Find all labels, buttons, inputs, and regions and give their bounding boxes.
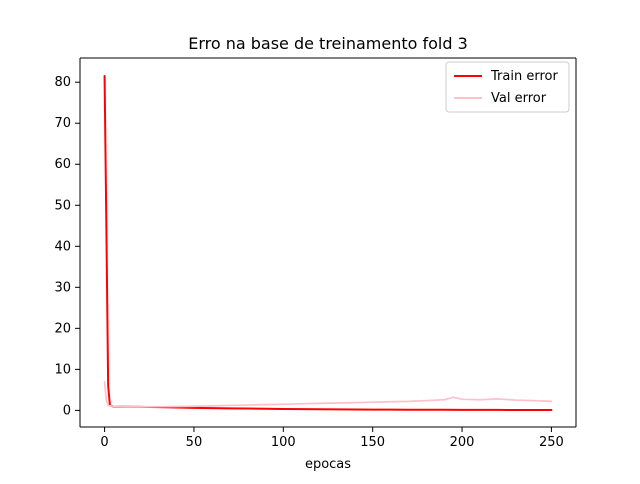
x-tick-label: 50: [186, 435, 203, 450]
y-tick-label: 70: [54, 116, 71, 131]
legend-box: [445, 61, 570, 113]
legend: Train error Val error: [445, 61, 570, 113]
y-tick-label: 40: [54, 239, 71, 254]
legend-label-train-error: Train error: [490, 69, 558, 84]
y-tick-label: 50: [54, 198, 71, 213]
y-tick-label: 80: [54, 75, 71, 90]
x-axis-label: epocas: [305, 457, 351, 472]
y-tick-label: 0: [63, 403, 71, 418]
x-tick-label: 0: [100, 435, 108, 450]
x-tick-label: 150: [360, 435, 385, 450]
x-tick-label: 100: [271, 435, 296, 450]
chart-title: Erro na base de treinamento fold 3: [188, 34, 468, 53]
plot-area: 0 50 100 150 200 250 0 10 20 30 40 50 60 70 80: [54, 57, 577, 450]
x-tick-label: 200: [450, 435, 475, 450]
legend-label-val-error: Val error: [491, 91, 547, 106]
series-line-val-error: [103, 380, 553, 408]
y-tick-label: 60: [54, 157, 71, 172]
y-tick-label: 20: [54, 321, 71, 336]
x-tick-label: 250: [539, 435, 564, 450]
y-tick-label: 10: [54, 362, 71, 377]
y-tick-label: 30: [54, 280, 71, 295]
